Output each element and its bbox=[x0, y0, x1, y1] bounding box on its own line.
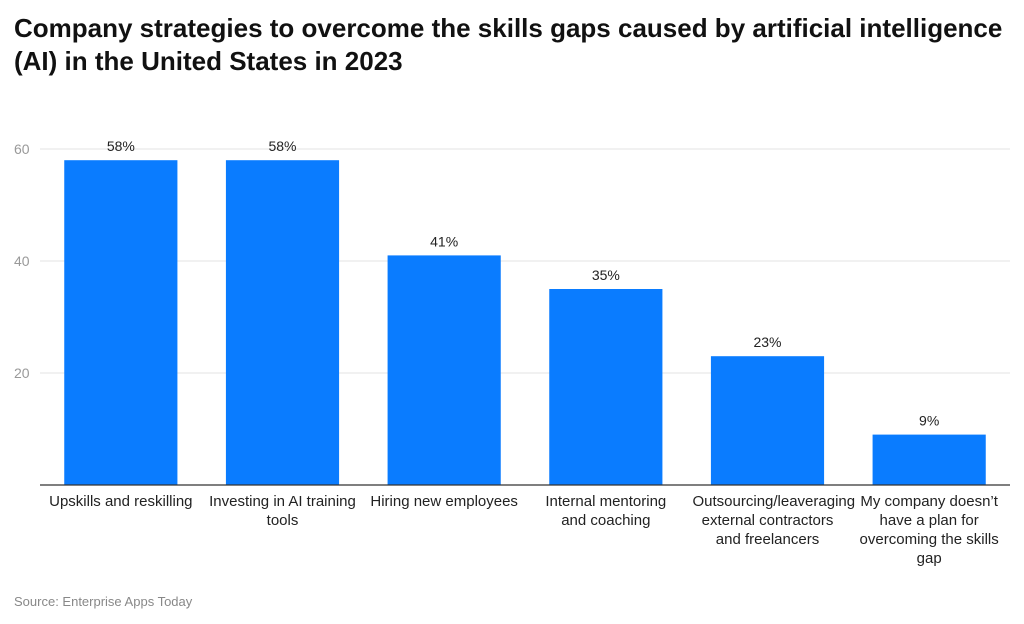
bar bbox=[872, 434, 986, 485]
data-label: 9% bbox=[919, 413, 939, 429]
data-label: 58% bbox=[107, 138, 135, 154]
data-label: 58% bbox=[268, 138, 296, 154]
x-tick-label: Internal mentoring and coaching bbox=[545, 493, 667, 529]
chart-title: Company strategies to overcome the skill… bbox=[14, 13, 1003, 76]
y-tick-label: 60 bbox=[14, 141, 30, 157]
data-label: 35% bbox=[592, 267, 620, 283]
y-tick-label: 40 bbox=[14, 253, 30, 269]
x-tick-label: Outsourcing/leaveraging external contrac… bbox=[692, 493, 856, 548]
x-tick-label: My company doesn’t have a plan for overc… bbox=[859, 493, 999, 567]
bar bbox=[225, 160, 340, 485]
x-tick-label: Upskills and reskilling bbox=[49, 493, 193, 510]
bar bbox=[549, 289, 663, 485]
bar bbox=[387, 255, 501, 485]
data-label: 41% bbox=[430, 233, 458, 249]
y-tick-label: 20 bbox=[14, 365, 30, 381]
data-label: 23% bbox=[753, 334, 781, 350]
bar bbox=[64, 160, 178, 485]
x-tick-label: Investing in AI training tools bbox=[209, 493, 356, 529]
bar bbox=[710, 356, 825, 485]
x-tick-label: Hiring new employees bbox=[370, 493, 518, 510]
source: Source: Enterprise Apps Today bbox=[14, 594, 193, 609]
